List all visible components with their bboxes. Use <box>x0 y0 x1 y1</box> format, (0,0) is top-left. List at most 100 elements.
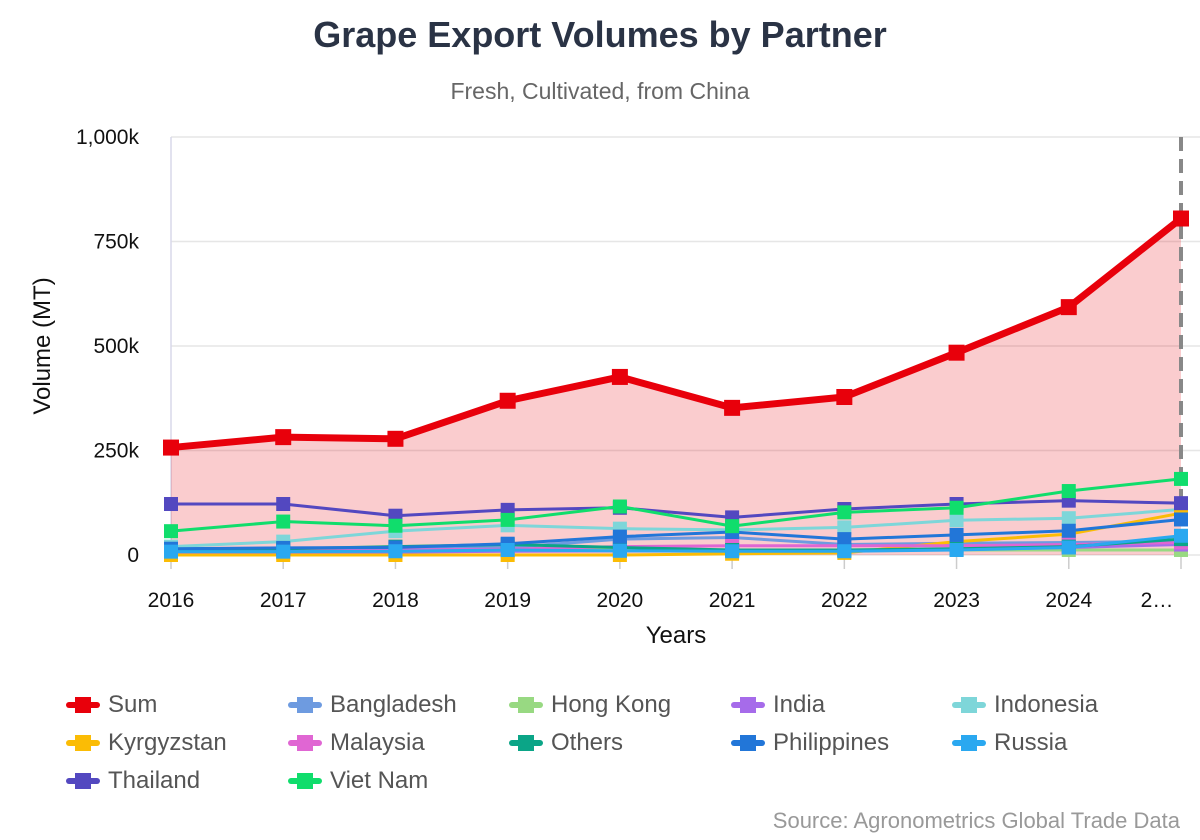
legend-label: Indonesia <box>994 691 1099 718</box>
area-fills <box>171 218 1181 555</box>
legend-item-indonesia[interactable]: Indonesia <box>952 690 1098 720</box>
point-russia[interactable] <box>276 544 291 559</box>
legend-swatch <box>731 690 765 720</box>
legend-label: Others <box>551 729 624 756</box>
legend-swatch <box>509 690 543 720</box>
point-viet-nam[interactable] <box>1174 471 1188 486</box>
legend-label: Malaysia <box>330 729 425 756</box>
legend-swatch <box>288 728 322 758</box>
point-thailand[interactable] <box>164 497 178 512</box>
point-russia[interactable] <box>1174 528 1188 543</box>
x-tick-label: 2021 <box>709 589 756 612</box>
legend-label: Hong Kong <box>551 691 672 718</box>
point-philippines[interactable] <box>949 527 964 542</box>
point-sum[interactable] <box>1060 299 1077 316</box>
point-viet-nam[interactable] <box>837 505 852 520</box>
legend-label: Sum <box>108 691 158 718</box>
y-tick-label: 250k <box>93 440 139 463</box>
point-sum[interactable] <box>611 368 628 385</box>
point-viet-nam[interactable] <box>612 499 627 514</box>
point-viet-nam[interactable] <box>164 524 178 539</box>
y-axis-title: Volume (MT) <box>29 277 56 414</box>
point-philippines[interactable] <box>612 529 627 544</box>
legend-swatch <box>952 690 986 720</box>
y-tick-label: 0 <box>127 544 139 567</box>
legend-label: Bangladesh <box>330 691 457 718</box>
point-russia[interactable] <box>164 544 178 559</box>
point-viet-nam[interactable] <box>388 518 403 533</box>
x-tick-label: 2022 <box>821 589 868 612</box>
line-kyrgyzstan <box>169 511 1183 557</box>
point-viet-nam[interactable] <box>276 514 291 529</box>
point-sum[interactable] <box>387 430 404 447</box>
point-sum[interactable] <box>275 429 292 446</box>
point-viet-nam[interactable] <box>500 512 515 527</box>
point-sum[interactable] <box>163 439 179 456</box>
point-viet-nam[interactable] <box>725 519 740 534</box>
x-tick-label: 2019 <box>484 589 531 612</box>
legend-item-kyrgyzstan[interactable]: Kyrgyzstan <box>66 728 227 758</box>
legend-item-hong-kong[interactable]: Hong Kong <box>509 690 671 720</box>
legend-swatch <box>66 766 100 796</box>
series-lines <box>163 210 1189 562</box>
point-philippines[interactable] <box>837 532 852 547</box>
legend-item-viet-nam[interactable]: Viet Nam <box>288 766 428 796</box>
y-tick-label: 1,000k <box>76 126 140 149</box>
legend-item-russia[interactable]: Russia <box>952 728 1067 758</box>
point-sum[interactable] <box>836 388 853 405</box>
point-russia[interactable] <box>1061 540 1076 555</box>
legend-label: Russia <box>994 729 1068 756</box>
line-russia <box>169 534 1183 554</box>
area-sum <box>171 218 1181 555</box>
source-note: Source: Agronometrics Global Trade Data <box>772 808 1180 833</box>
x-tick-label: 2023 <box>933 589 980 612</box>
point-sum[interactable] <box>499 392 516 409</box>
legend-item-sum[interactable]: Sum <box>66 690 157 720</box>
legend-label: Kyrgyzstan <box>108 729 227 756</box>
legend-swatch <box>288 690 322 720</box>
legend-item-others[interactable]: Others <box>509 728 623 758</box>
point-sum[interactable] <box>724 399 741 416</box>
point-russia[interactable] <box>388 544 403 559</box>
legend-swatch <box>952 728 986 758</box>
legend-item-malaysia[interactable]: Malaysia <box>288 728 425 758</box>
line-chart: 0 250k 500k 750k 1,000k 2016 2017 2018 2019 2020… <box>29 126 1200 649</box>
point-russia[interactable] <box>612 543 627 558</box>
point-russia[interactable] <box>837 544 852 559</box>
point-sum[interactable] <box>1173 210 1189 227</box>
point-russia[interactable] <box>949 542 964 557</box>
point-indonesia[interactable] <box>949 513 964 528</box>
point-russia[interactable] <box>725 544 740 559</box>
x-axis-title: Years <box>646 622 707 649</box>
x-tick-label: 2017 <box>260 589 307 612</box>
legend-label: Philippines <box>773 729 890 756</box>
legend-item-philippines[interactable]: Philippines <box>731 728 889 758</box>
line-thailand <box>169 499 1183 519</box>
series-sum <box>163 210 1189 456</box>
x-tick-label: 2016 <box>148 589 195 612</box>
point-indonesia[interactable] <box>837 520 852 535</box>
point-thailand[interactable] <box>276 497 291 512</box>
legend-item-bangladesh[interactable]: Bangladesh <box>288 690 457 720</box>
line-sum <box>167 215 1185 452</box>
point-russia[interactable] <box>500 542 515 557</box>
legend-item-india[interactable]: India <box>731 690 825 720</box>
legend-swatch <box>509 728 543 758</box>
point-indonesia[interactable] <box>1061 511 1076 526</box>
point-viet-nam[interactable] <box>949 500 964 515</box>
legend-label: India <box>773 691 826 718</box>
y-tick-label: 500k <box>93 335 139 358</box>
point-philippines[interactable] <box>1061 523 1076 538</box>
legend-swatch <box>731 728 765 758</box>
point-viet-nam[interactable] <box>1061 484 1076 499</box>
point-thailand[interactable] <box>1174 496 1188 511</box>
legend-item-thailand[interactable]: Thailand <box>66 766 200 796</box>
line-philippines <box>169 517 1183 551</box>
point-sum[interactable] <box>948 344 965 361</box>
legend-swatch <box>66 728 100 758</box>
series-russia <box>164 528 1188 559</box>
y-tick-label: 750k <box>93 231 139 254</box>
x-axis-ticks: 2016 2017 2018 2019 2020 2021 2022 2023 2024 2… <box>148 555 1182 612</box>
point-philippines[interactable] <box>1174 512 1188 527</box>
y-axis-ticks: 0 250k 500k 750k 1,000k <box>76 126 140 567</box>
